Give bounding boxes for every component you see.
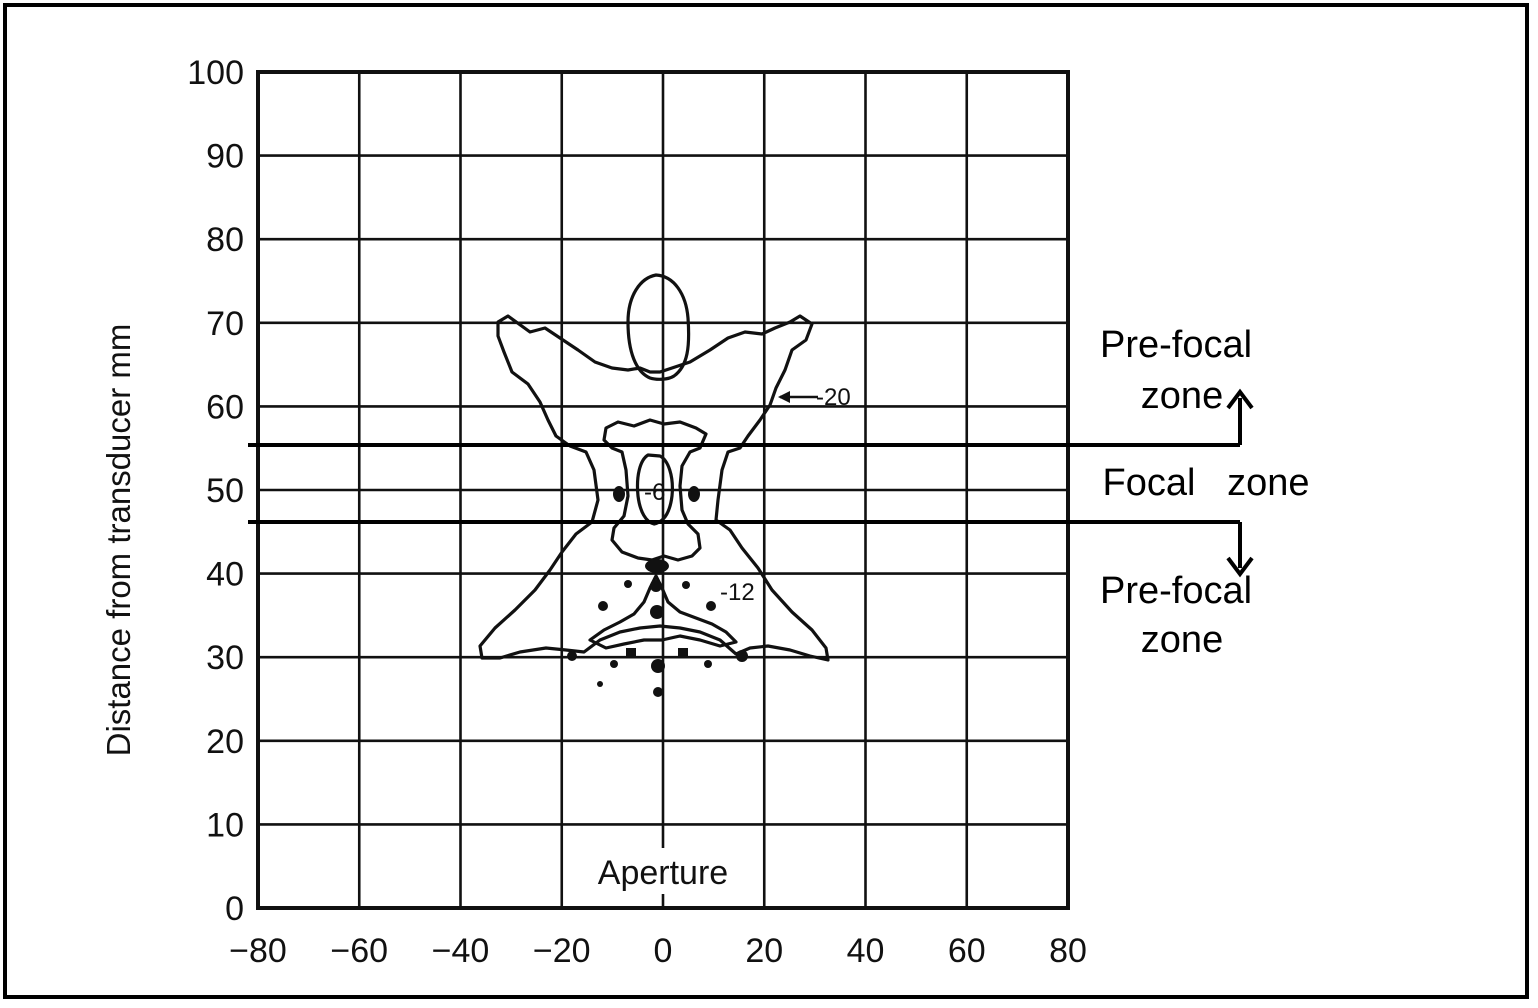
contour-level-labels: -20 -12 -6 bbox=[644, 384, 851, 606]
y-tick-label: 70 bbox=[206, 305, 244, 343]
zone-labels: Pre-focal zone Focal zone Pre-focal zone bbox=[1100, 324, 1310, 661]
contour-top-lobe bbox=[626, 273, 691, 381]
y-tick-label: 90 bbox=[206, 138, 244, 176]
prefocal-bottom-line2: zone bbox=[1141, 619, 1223, 661]
focal-zone-boundaries bbox=[248, 443, 1240, 524]
x-tick-label: −40 bbox=[432, 932, 490, 970]
aperture-label-bg bbox=[585, 848, 740, 894]
y-tick-label: 50 bbox=[206, 472, 244, 510]
prefocal-top-line2: zone bbox=[1141, 375, 1223, 417]
aperture-label: Aperture bbox=[598, 854, 728, 892]
x-tick-label: 0 bbox=[654, 932, 673, 970]
x-tick-label: 80 bbox=[1049, 932, 1087, 970]
x-tick-label: 60 bbox=[948, 932, 986, 970]
y-tick-label: 60 bbox=[206, 388, 244, 426]
label-minus-6: -6 bbox=[644, 479, 665, 506]
x-tick-labels: −80 −60 −40 −20 0 20 40 60 80 bbox=[229, 932, 1087, 970]
y-tick-label: 0 bbox=[225, 890, 244, 928]
y-tick-label: 40 bbox=[206, 556, 244, 594]
contour-dots bbox=[567, 486, 748, 697]
arrow-up-icon bbox=[1226, 388, 1254, 410]
y-tick-label: 10 bbox=[206, 806, 244, 844]
y-tick-labels: 0 10 20 30 40 50 60 70 80 90 100 bbox=[187, 54, 244, 928]
y-axis-label: Distance from transducer mm bbox=[100, 324, 137, 757]
label-minus-12: -12 bbox=[720, 579, 755, 606]
label-minus-20: -20 bbox=[816, 384, 851, 411]
prefocal-top-line1: Pre-focal bbox=[1100, 324, 1252, 366]
arrow-down-icon bbox=[1226, 556, 1254, 578]
beam-contours bbox=[478, 273, 830, 662]
y-tick-label: 30 bbox=[206, 639, 244, 677]
zone-arrows bbox=[1226, 388, 1254, 578]
prefocal-bottom-line1: Pre-focal bbox=[1100, 570, 1252, 612]
y-tick-label: 80 bbox=[206, 221, 244, 259]
x-tick-label: −60 bbox=[330, 932, 388, 970]
contour-lower-inner bbox=[588, 574, 738, 650]
contour-minus-12 bbox=[602, 418, 708, 562]
x-tick-label: −20 bbox=[533, 932, 591, 970]
contour-minus-20 bbox=[478, 314, 830, 662]
y-tick-label: 20 bbox=[206, 723, 244, 761]
x-tick-label: 40 bbox=[847, 932, 885, 970]
x-tick-label: −80 bbox=[229, 932, 287, 970]
y-tick-label: 100 bbox=[187, 54, 244, 92]
plot-grid bbox=[256, 70, 1070, 910]
plot-border bbox=[256, 70, 1070, 910]
arrow-head-minus-20 bbox=[778, 391, 790, 403]
focal-zone-label: Focal zone bbox=[1103, 462, 1310, 504]
x-tick-label: 20 bbox=[745, 932, 783, 970]
